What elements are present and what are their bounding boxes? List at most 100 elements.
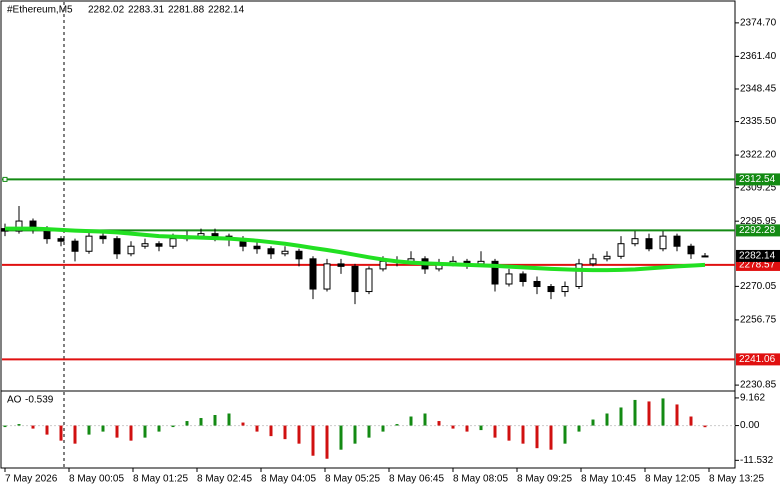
level-label-box (736, 353, 780, 366)
candle-body (631, 238, 639, 245)
candle-body (659, 235, 667, 250)
x-tick-label: 8 May 06:45 (389, 474, 444, 485)
ao-bar (367, 425, 371, 438)
candle-body (561, 286, 569, 293)
last-high: 2283.31 (128, 5, 165, 16)
level-label-box (736, 173, 780, 186)
candle-body (603, 255, 611, 260)
candle-body (267, 248, 275, 255)
ao-bar (45, 425, 49, 435)
ao-bar (549, 425, 553, 450)
level-label: 2312.54 (739, 174, 776, 185)
ao-bar (115, 425, 119, 438)
x-tick-label: 8 May 01:25 (133, 474, 188, 485)
candle-body (155, 243, 163, 247)
ao-bar (269, 425, 273, 437)
current-price-box (736, 249, 780, 262)
candle-body (533, 280, 541, 288)
ao-bar (619, 407, 623, 426)
ao-bar (199, 418, 203, 426)
ao-bar (241, 422, 245, 426)
ao-bar (563, 425, 567, 444)
level-label: 2278.57 (739, 260, 776, 271)
ao-bar (507, 425, 511, 441)
y-tick-label: 2230.85 (740, 380, 777, 391)
candle-body (57, 238, 65, 242)
last-open: 2282.02 (88, 5, 125, 16)
candle-body (141, 243, 149, 247)
candle-body (113, 238, 121, 255)
candle-body (169, 238, 177, 247)
candle-body (15, 220, 23, 232)
x-tick-label: 8 May 05:25 (325, 474, 380, 485)
ao-y-tick-label: 9.162 (740, 393, 765, 404)
ao-bar (409, 416, 413, 426)
current-price-label: 2282.14 (739, 251, 776, 262)
ao-bar (423, 413, 427, 426)
candle-body (491, 260, 499, 285)
ao-bar (87, 425, 91, 435)
indicator-value: -0.539 (25, 395, 54, 406)
candle-body (211, 233, 219, 237)
y-tick-label: 2270.05 (740, 281, 777, 292)
candle-body (99, 235, 107, 240)
candle-body (281, 250, 289, 255)
ao-bar (59, 425, 63, 441)
ao-bar (465, 425, 469, 432)
ao-bar (31, 425, 35, 429)
ao-bar (703, 425, 707, 428)
ao-bar (661, 398, 665, 426)
candle-body (365, 268, 373, 293)
ao-bar (647, 401, 651, 426)
candle-body (589, 258, 597, 265)
ao-bar (577, 425, 581, 432)
candle-body (351, 265, 359, 293)
ao-bar (101, 425, 105, 432)
ao-bar (381, 425, 385, 432)
candle-body (673, 235, 681, 247)
ao-bar (129, 425, 133, 441)
ao-bar (213, 415, 217, 426)
candle-body (295, 250, 303, 260)
ao-y-tick-label: 0.00 (740, 420, 760, 431)
ao-bar (339, 425, 343, 450)
candle-body (127, 245, 135, 255)
x-tick-label: 8 May 13:25 (709, 474, 764, 485)
ao-bar (227, 413, 231, 426)
candle-body (85, 235, 93, 252)
candle-body (323, 263, 331, 290)
last-close: 2282.14 (208, 5, 245, 16)
candle-body (645, 238, 653, 250)
ao-bar (143, 425, 147, 438)
last-low: 2281.88 (168, 5, 205, 16)
ao-bar (73, 425, 77, 444)
ao-bar (591, 419, 595, 426)
ao-bar (437, 421, 441, 426)
candle-body (575, 263, 583, 288)
x-tick-label: 7 May 2026 (5, 474, 58, 485)
x-tick-label: 8 May 10:45 (581, 474, 636, 485)
ao-bar (297, 425, 301, 444)
x-tick-label: 8 May 02:45 (197, 474, 252, 485)
ao-bar (675, 404, 679, 426)
x-tick-label: 8 May 09:25 (517, 474, 572, 485)
level-label: 2241.06 (739, 354, 776, 365)
ao-bar (17, 424, 21, 426)
y-tick-label: 2256.75 (740, 315, 777, 326)
y-tick-label: 2335.50 (740, 116, 777, 127)
level-label-box (736, 224, 780, 237)
ao-bar (283, 425, 287, 440)
candle-body (687, 245, 695, 255)
ao-bar (311, 425, 315, 456)
moving-average (5, 226, 706, 273)
candle-body (71, 240, 79, 252)
ao-bar (521, 425, 525, 444)
ao-bar (353, 425, 357, 444)
y-tick-label: 2374.70 (740, 18, 777, 29)
x-tick-label: 8 May 12:05 (645, 474, 700, 485)
ao-bar (493, 425, 497, 438)
candle-body (379, 260, 387, 270)
candle-body (701, 255, 709, 258)
ao-bar (3, 425, 7, 428)
candle-body (309, 258, 317, 290)
